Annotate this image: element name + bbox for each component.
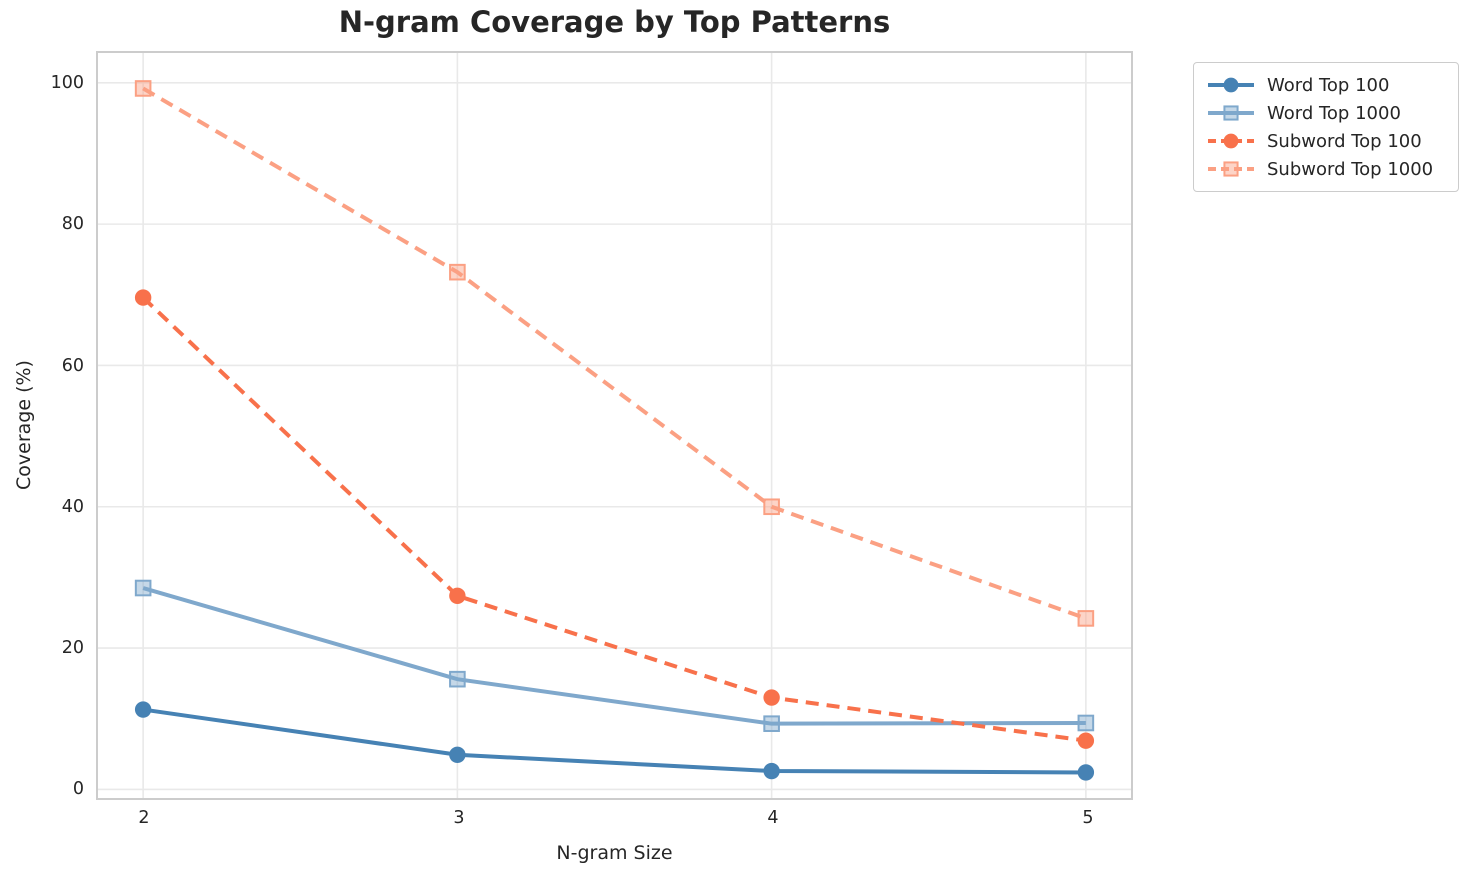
legend-sample-line: [1208, 105, 1254, 121]
x-axis-tick-label: 5: [1082, 808, 1094, 828]
legend-item-label: Subword Top 1000: [1267, 158, 1434, 180]
x-axis-tick-label: 4: [767, 808, 779, 828]
legend-item: Word Top 100: [1206, 71, 1446, 99]
plot-border: [96, 51, 1133, 800]
data-point-word-top-1000: [449, 670, 466, 688]
data-point-subword-top-1000: [449, 263, 466, 281]
legend-sample-line: [1208, 77, 1254, 93]
data-point-word-top-1000: [1223, 105, 1239, 121]
series-line-word-top-100: [142, 707, 1086, 775]
y-axis-tick-label: 20: [61, 638, 84, 658]
y-axis-tick-label: 40: [61, 497, 84, 517]
data-point-word-top-1000: [763, 715, 780, 732]
plot-area: [96, 51, 1133, 800]
data-point-subword-top-100: [1223, 133, 1239, 149]
x-axis-tick-label: 3: [453, 808, 465, 828]
data-point-subword-top-100: [1077, 732, 1095, 749]
x-axis-tick-label: 2: [138, 808, 150, 828]
data-point-subword-top-1000: [1223, 161, 1239, 177]
legend: Word Top 100 Word Top 1000 Subword Top 1…: [1193, 62, 1459, 192]
data-point-subword-top-1000: [134, 80, 152, 97]
data-point-subword-top-1000: [763, 498, 780, 516]
legend-item-label: Word Top 100: [1267, 74, 1390, 96]
legend-item-label: Subword Top 100: [1267, 130, 1422, 152]
data-point-subword-top-100: [449, 587, 466, 604]
legend-sample-line: [1208, 161, 1254, 177]
data-point-subword-top-100: [763, 689, 780, 706]
y-axis-tick-label: 100: [50, 73, 84, 93]
data-point-word-top-100: [1223, 77, 1239, 93]
legend-item: Word Top 1000: [1206, 99, 1446, 127]
x-axis-label: N-gram Size: [556, 842, 673, 864]
y-axis-label: Coverage (%): [13, 360, 35, 490]
legend-sample-line: [1208, 133, 1254, 149]
y-axis-tick-label: 60: [61, 356, 84, 376]
series-line-subword-top-100: [141, 296, 1087, 743]
series-line-word-top-1000: [142, 586, 1086, 726]
y-axis-tick-label: 80: [61, 214, 84, 234]
chart-title: N-gram Coverage by Top Patterns: [338, 5, 891, 39]
data-point-subword-top-100: [134, 289, 152, 306]
data-point-word-top-100: [763, 762, 780, 780]
legend-item: Subword Top 1000: [1206, 155, 1446, 183]
series-line-subword-top-1000: [142, 86, 1087, 621]
data-point-subword-top-1000: [1077, 610, 1095, 627]
legend-item-label: Word Top 1000: [1267, 102, 1401, 124]
data-point-word-top-100: [134, 701, 152, 718]
legend-item: Subword Top 100: [1206, 127, 1446, 155]
y-axis-tick-label: 0: [72, 779, 84, 799]
data-point-word-top-100: [1077, 764, 1095, 781]
data-point-word-top-1000: [1077, 714, 1095, 732]
data-point-word-top-1000: [134, 579, 152, 597]
data-point-word-top-100: [449, 746, 466, 763]
